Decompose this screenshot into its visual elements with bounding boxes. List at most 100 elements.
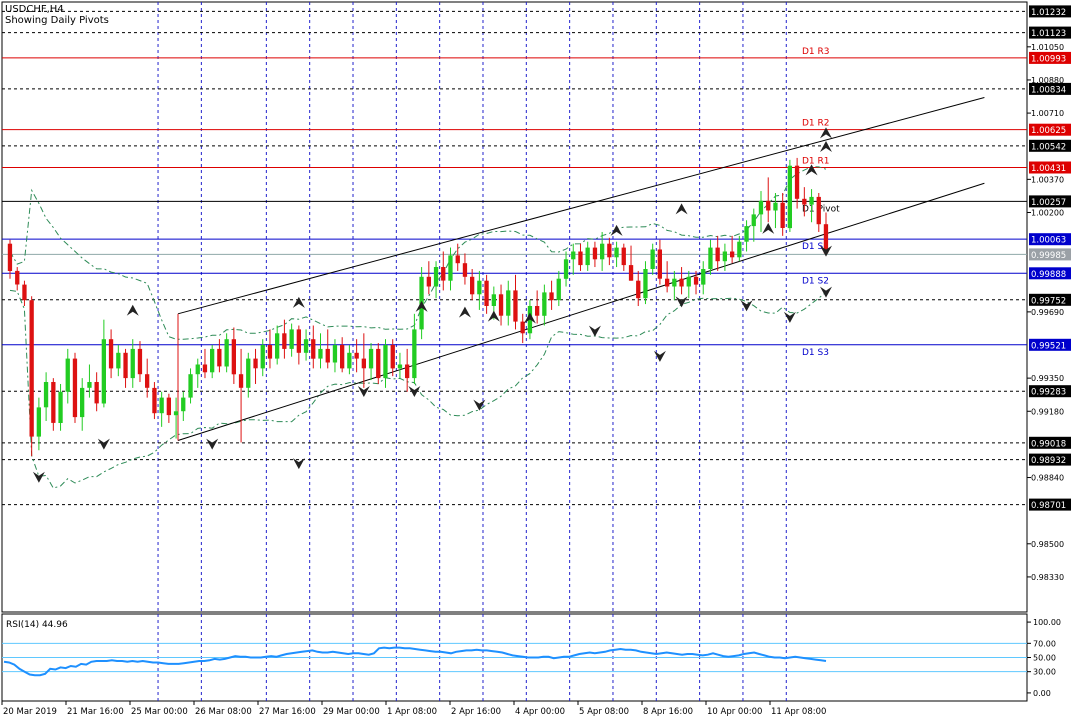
- time-tick-label: 21 Mar 16:00: [67, 707, 124, 717]
- price-box-label: 1.00063: [1031, 236, 1066, 246]
- candle-body: [166, 397, 171, 416]
- candle-body: [571, 251, 576, 260]
- price-tick-label: 0.98330: [1031, 573, 1064, 582]
- indicator-label: Showing Daily Pivots: [5, 15, 109, 26]
- rsi-line: [3, 646, 827, 677]
- time-tick-label: 26 Mar 08:00: [195, 707, 252, 717]
- candle-body: [730, 251, 735, 258]
- candle-body: [332, 345, 338, 363]
- candle-body: [686, 276, 691, 287]
- candle-body: [744, 226, 749, 242]
- candle-body: [303, 339, 309, 353]
- candle-body: [549, 292, 554, 301]
- candle-body: [650, 249, 655, 269]
- price-tick-label: 0.99690: [1031, 308, 1064, 317]
- fractal-up-marker: [523, 312, 536, 324]
- candle-body: [614, 247, 619, 258]
- candle-body: [708, 247, 713, 269]
- candle-body: [296, 329, 301, 353]
- candle-body: [94, 382, 99, 404]
- candle-body: [455, 255, 460, 264]
- channel-lower-line: [177, 182, 985, 441]
- price-box: [1029, 385, 1071, 398]
- price-tick-label: 1.01050: [1031, 43, 1064, 52]
- pivot-label: D1 S1: [802, 242, 829, 252]
- candle-body: [722, 251, 727, 262]
- fractal-down-marker: [32, 471, 45, 483]
- fractal-down-marker: [820, 286, 832, 298]
- candle-body: [397, 364, 403, 369]
- candle-body: [794, 165, 800, 199]
- time-tick-label: 10 Apr 00:00: [707, 707, 762, 717]
- candle-body: [130, 348, 135, 379]
- candle-body: [758, 200, 764, 215]
- pivot-label: D1 R1: [802, 156, 830, 166]
- candle-body: [15, 270, 20, 285]
- candle-body: [433, 267, 439, 287]
- price-boxes: 1.01232 1.01123 1.00993 1.00834 1.00625 1.005…: [1029, 5, 1071, 511]
- time-tick-label: 11 Apr 08:00: [771, 707, 826, 717]
- candle-body: [347, 352, 352, 369]
- candle-body: [80, 387, 85, 418]
- candle-body: [607, 243, 612, 258]
- price-box-label: 0.99521: [1031, 341, 1066, 351]
- candle-body: [145, 374, 150, 388]
- pivot-label: D1 Pivot: [802, 204, 840, 214]
- candle-body: [448, 255, 453, 281]
- fractal-down-marker: [97, 438, 110, 450]
- candle-body: [116, 352, 121, 369]
- candle-body: [643, 269, 648, 299]
- candle-body: [217, 348, 222, 367]
- candle-body: [36, 407, 41, 437]
- candle-body: [823, 224, 829, 254]
- candle-body: [491, 294, 496, 306]
- candle-body: [87, 382, 92, 388]
- candle-body: [665, 278, 670, 287]
- candle-body: [621, 247, 626, 266]
- price-box-label: 1.00257: [1031, 198, 1066, 208]
- time-tick-label: 20 Mar 2019: [3, 707, 57, 717]
- price-box: [1029, 233, 1071, 246]
- time-tick-label: 4 Apr 00:00: [515, 707, 565, 717]
- candle-body: [563, 259, 569, 279]
- candle-body: [426, 276, 431, 287]
- candle-body: [737, 241, 742, 258]
- candle-body: [441, 267, 446, 281]
- rsi-tick-label: 100.00: [1033, 618, 1061, 627]
- candle-body: [513, 290, 518, 322]
- price-box-label: 1.01232: [1031, 8, 1066, 18]
- fractal-down-marker: [473, 399, 486, 411]
- candle-body: [773, 202, 778, 211]
- candle-body: [672, 278, 677, 287]
- candle-body: [578, 251, 583, 266]
- upper-band-line: [9, 166, 827, 340]
- candle-body: [210, 348, 215, 373]
- candle-body: [58, 391, 63, 423]
- candle-body: [246, 358, 251, 388]
- candle-body: [152, 387, 157, 414]
- candle-body: [43, 382, 49, 408]
- price-box: [1029, 195, 1071, 208]
- price-box-label: 1.00431: [1031, 164, 1066, 174]
- candle-body: [693, 276, 699, 285]
- price-box-label: 1.00993: [1031, 54, 1066, 64]
- price-box: [1029, 139, 1071, 152]
- price-box-label: 1.00542: [1031, 142, 1066, 152]
- candle-body: [202, 364, 208, 373]
- candle-body: [282, 333, 287, 349]
- candle-body: [108, 339, 114, 369]
- candle-body: [405, 364, 410, 379]
- price-tick-label: 0.98500: [1031, 540, 1064, 549]
- price-box: [1029, 26, 1071, 39]
- candle-body: [238, 374, 244, 388]
- candle-body: [318, 348, 323, 359]
- candle-body: [311, 339, 316, 359]
- candle-body: [51, 382, 56, 423]
- candle-body: [592, 247, 598, 260]
- price-box: [1029, 338, 1071, 351]
- fractal-up-marker: [292, 296, 305, 308]
- fractal-up-marker: [820, 141, 832, 153]
- candle-body: [361, 358, 366, 369]
- price-tick-label: 1.00710: [1031, 109, 1064, 118]
